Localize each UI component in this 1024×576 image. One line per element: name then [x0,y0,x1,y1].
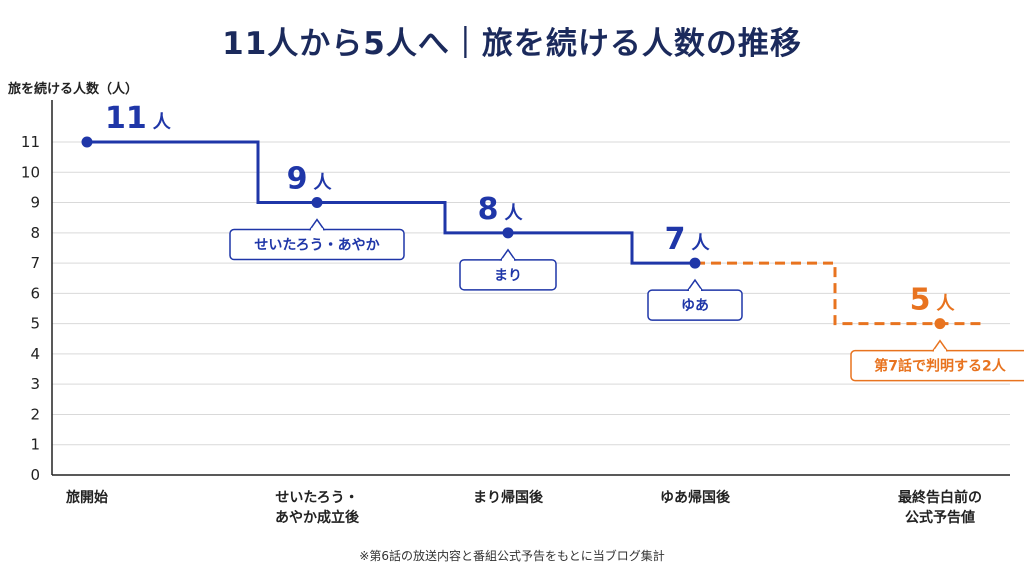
y-axis-title: 旅を続ける人数（人） [8,82,139,97]
y-tick-label: 2 [30,405,40,423]
data-label-value: 5 [910,283,931,318]
data-label-unit: 人 [691,233,710,254]
series-line-actual [87,140,695,265]
data-label-unit: 人 [313,173,332,194]
data-label-unit: 人 [153,112,172,133]
y-tick-label: 3 [30,375,40,393]
callout: 第7話で判明する2人 [850,339,1024,382]
chart-title: 11人から5人へ｜旅を続ける人数の推移 [222,26,802,62]
callout-pointer [499,248,517,261]
x-tick-label: ゆあ帰国後 [660,489,731,506]
source-note: ※第6話の放送内容と番組公式予告をもとに当ブログ集計 [359,549,665,563]
data-point [689,257,701,269]
callout-pointer [931,339,949,352]
callout-text: まり [494,268,522,284]
callout-text: せいたろう・あやか [254,238,379,254]
callout-text: 第7話で判明する2人 [874,358,1006,375]
y-tick-label: 10 [21,163,40,181]
data-label-value: 7 [665,222,686,257]
data-point [934,318,946,330]
y-tick-label: 9 [30,194,40,212]
data-point [81,136,93,148]
data-label-value: 11 [105,101,147,136]
data-label-value: 8 [478,192,499,227]
y-tick-label: 0 [30,466,40,484]
callout: まり [459,248,557,291]
callout-pointer [308,218,326,231]
y-tick-label: 8 [30,224,40,242]
x-tick-label: まり帰国後 [473,489,544,506]
series-line-forecast [695,261,985,326]
callout: せいたろう・あやか [229,218,405,261]
data-label: 11 人 [105,101,172,136]
data-point [502,227,514,239]
x-tick-label: 旅開始 [66,489,108,506]
y-tick-label: 4 [30,345,40,363]
data-label-unit: 人 [504,203,523,224]
x-tick-label: 最終告白前の公式予告値 [898,489,982,526]
y-tick-label: 1 [30,436,40,454]
x-tick-label: せいたろう・あやか成立後 [275,490,360,526]
data-label-unit: 人 [936,294,955,315]
y-tick-label: 6 [30,284,40,302]
y-tick-label: 11 [21,133,40,151]
data-point [311,197,323,209]
callout-pointer [686,278,704,291]
y-tick-label: 5 [30,315,40,333]
data-label-value: 9 [287,162,308,197]
callout: ゆあ [647,278,743,321]
callout-text: ゆあ [681,298,709,314]
y-tick-label: 7 [30,254,40,272]
